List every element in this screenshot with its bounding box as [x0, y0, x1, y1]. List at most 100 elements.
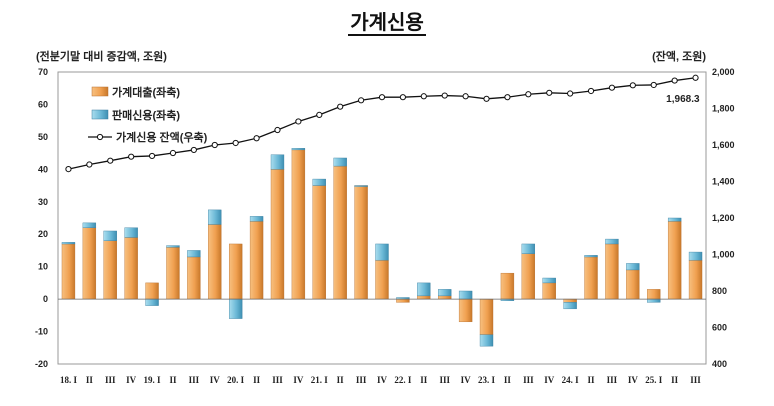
loan-bar — [354, 185, 368, 300]
sales-credit-bar — [145, 298, 159, 306]
left-axis-tick-label: 50 — [38, 132, 48, 142]
x-axis-tick-label: III — [523, 375, 534, 385]
x-axis-tick-label: 21. I — [311, 375, 329, 385]
loan-bar — [458, 298, 473, 323]
balance-point — [295, 118, 302, 125]
balance-point — [128, 153, 135, 160]
sales-credit-bar — [417, 282, 431, 297]
sales-credit-bar — [688, 251, 703, 261]
x-axis-tick-label: II — [671, 375, 679, 385]
loan-bar — [563, 298, 577, 303]
loan-bar — [667, 221, 682, 300]
loan-bar — [688, 259, 703, 300]
right-axis-tick-label: 1,800 — [712, 104, 735, 114]
sales-credit-bar — [270, 154, 285, 170]
balance-point — [148, 152, 156, 160]
balance-point — [567, 90, 574, 97]
loan-bar — [82, 227, 97, 300]
sales-credit-bar — [187, 250, 201, 258]
sales-credit-bar — [479, 334, 494, 347]
left-axis-tick-label: 20 — [38, 229, 48, 239]
left-axis-unit: (전분기말 대비 증감액, 조원) — [36, 51, 167, 63]
balance-point — [629, 82, 636, 89]
loan-bar — [417, 295, 431, 300]
right-axis-tick-label: 2,000 — [712, 67, 735, 77]
loan-bar — [375, 259, 389, 300]
balance-point — [504, 94, 511, 101]
x-axis-tick-label: III — [189, 375, 200, 385]
x-axis-tick-label: II — [420, 375, 428, 385]
sales-credit-bar — [521, 243, 536, 254]
sales-credit-bar — [61, 242, 76, 245]
x-axis-tick-label: III — [439, 375, 450, 385]
left-axis-tick-label: 60 — [38, 99, 48, 109]
x-axis-tick-label: IV — [628, 375, 639, 385]
right-axis-tick-label: 800 — [712, 286, 727, 296]
x-axis-tick-label: III — [690, 375, 701, 385]
loan-bar — [479, 298, 494, 336]
sales-credit-bar — [103, 230, 117, 241]
loan-bar — [228, 243, 243, 300]
sales-credit-bar — [228, 298, 243, 319]
x-axis-tick-label: III — [607, 375, 618, 385]
balance-point — [86, 161, 93, 168]
right-axis-tick-label: 1,600 — [712, 140, 735, 150]
sales-credit-bar — [438, 289, 452, 297]
balance-point — [483, 95, 490, 102]
x-axis-tick-label: 19. I — [144, 375, 162, 385]
plot-frame — [57, 71, 707, 365]
x-axis-tick-label: III — [272, 375, 283, 385]
balance-point — [169, 149, 177, 157]
loan-bar — [61, 243, 76, 300]
right-axis-tick-label: 1,200 — [712, 213, 735, 223]
sales-credit-bar — [249, 216, 264, 222]
loan-bar — [312, 185, 326, 300]
balance-point — [337, 103, 344, 110]
x-axis-tick-label: 18. I — [60, 375, 78, 385]
x-axis-tick-label: IV — [544, 375, 555, 385]
balance-point — [253, 135, 260, 142]
sales-credit-bar — [626, 263, 640, 271]
sales-credit-bar — [563, 302, 577, 310]
page-title: 가계신용 — [348, 10, 426, 36]
sales-credit-bar — [124, 227, 138, 238]
sales-credit-bar — [584, 255, 598, 258]
legend-balance-label: 가계신용 잔액(우축) — [116, 130, 208, 144]
x-axis-tick-label: IV — [377, 375, 388, 385]
left-axis-tick-label: -20 — [35, 359, 48, 369]
x-axis-tick-label: 24. I — [562, 375, 580, 385]
sales-credit-bar — [82, 222, 97, 228]
loan-bar — [333, 165, 347, 300]
x-axis-tick-label: II — [337, 375, 345, 385]
balance-point — [525, 91, 532, 98]
x-axis-tick-label: IV — [293, 375, 304, 385]
sales-credit-bar — [166, 245, 180, 248]
left-axis-tick-label: 30 — [38, 197, 48, 207]
loan-bar — [647, 289, 661, 300]
loan-bar — [187, 256, 201, 300]
x-axis-tick-label: III — [105, 375, 116, 385]
sales-credit-bar — [333, 157, 347, 167]
loan-bar — [626, 269, 640, 300]
sales-credit-bar — [354, 185, 368, 187]
sales-credit-bar — [375, 243, 389, 261]
balance-point — [692, 74, 699, 81]
left-axis-tick-label: 40 — [38, 164, 48, 174]
loan-bar — [291, 149, 306, 300]
balance-point — [378, 94, 386, 101]
sales-credit-bar — [667, 217, 682, 222]
balance-point — [587, 87, 595, 95]
loan-bar — [605, 243, 619, 300]
balance-point — [546, 89, 553, 96]
x-axis-tick-label: 22. I — [394, 375, 412, 385]
loan-bar — [584, 256, 598, 300]
balance-point — [65, 165, 72, 173]
loan-bar — [166, 246, 180, 300]
loan-bar — [521, 253, 536, 300]
sales-credit-bar — [647, 298, 661, 303]
balance-point — [650, 81, 657, 89]
x-axis-tick-label: II — [86, 375, 94, 385]
x-axis-tick-label: IV — [126, 375, 137, 385]
loan-bar — [249, 221, 264, 300]
